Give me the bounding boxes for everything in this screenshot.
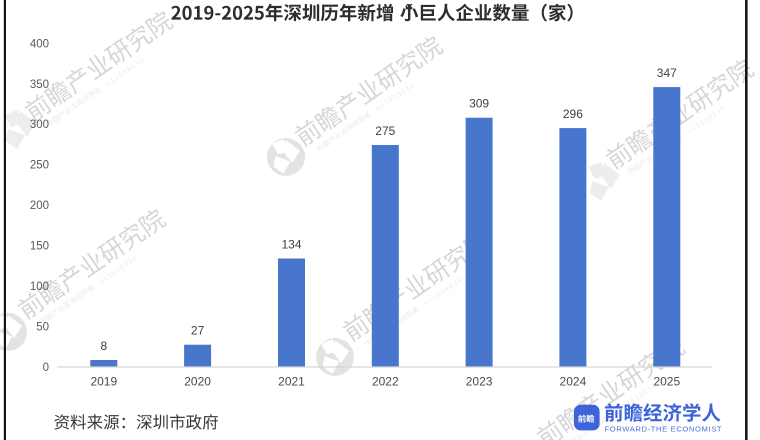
svg-text:2024: 2024 <box>560 374 587 388</box>
svg-text:2023: 2023 <box>466 374 493 388</box>
svg-text:347: 347 <box>657 66 677 80</box>
svg-text:275: 275 <box>375 124 395 138</box>
svg-text:50: 50 <box>36 321 49 333</box>
svg-text:309: 309 <box>469 97 489 111</box>
svg-text:150: 150 <box>30 241 49 253</box>
svg-text:250: 250 <box>30 160 49 172</box>
svg-text:200: 200 <box>30 200 49 212</box>
svg-text:296: 296 <box>563 107 583 121</box>
svg-text:2025: 2025 <box>653 374 680 388</box>
svg-text:2020: 2020 <box>184 374 211 388</box>
svg-text:300: 300 <box>30 119 49 131</box>
svg-text:350: 350 <box>30 79 49 91</box>
svg-text:100: 100 <box>30 281 49 293</box>
svg-text:8: 8 <box>100 339 107 353</box>
svg-text:2021: 2021 <box>278 374 305 388</box>
svg-text:FORWARD-THE ECONOMIST: FORWARD-THE ECONOMIST <box>605 424 723 433</box>
svg-text:0: 0 <box>43 362 49 374</box>
svg-text:2022: 2022 <box>372 374 399 388</box>
svg-text:400: 400 <box>30 38 49 50</box>
svg-text:27: 27 <box>191 324 205 338</box>
svg-text:134: 134 <box>281 237 301 251</box>
svg-text:2019: 2019 <box>90 374 117 388</box>
